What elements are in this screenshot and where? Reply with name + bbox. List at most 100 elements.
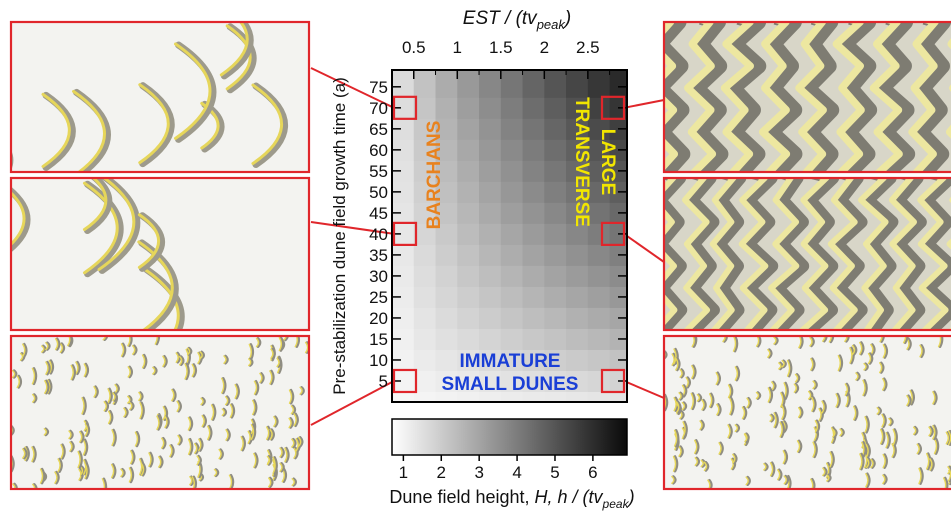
dune-crest <box>207 425 211 441</box>
heatmap-cell <box>544 223 567 245</box>
heatmap-cell <box>457 328 480 350</box>
dune-crest <box>72 89 106 172</box>
y-tick-label: 35 <box>369 246 388 265</box>
heatmap-cell <box>587 370 611 392</box>
dune-crest <box>250 423 255 440</box>
heatmap-cell <box>522 349 545 371</box>
heatmap-cell <box>392 202 415 224</box>
heatmap-cell <box>392 307 415 329</box>
heatmap-cell <box>457 97 480 119</box>
dune-crest <box>130 450 134 465</box>
heatmap-cell <box>522 118 545 140</box>
y-tick-label: 45 <box>369 204 388 223</box>
dune-shadow <box>856 371 861 382</box>
dune-shadow <box>664 178 688 330</box>
dune-crest <box>678 445 682 457</box>
dune-shadow <box>808 390 814 401</box>
dune-shadow <box>200 350 205 360</box>
dune-crest <box>164 415 168 429</box>
heatmap-cell <box>500 118 524 140</box>
dune-shadow <box>882 377 888 392</box>
dune-crest <box>879 428 884 445</box>
dune-shadow <box>280 446 285 459</box>
dune-crest <box>127 336 131 347</box>
dune-crest <box>685 376 689 388</box>
dune-shadow <box>782 404 787 421</box>
dune-shadow <box>892 178 927 330</box>
dune-shadow <box>274 415 279 428</box>
dune-crest <box>240 436 244 451</box>
dune-shadow <box>94 385 99 399</box>
x-axis-label: EST / (tvpeak) <box>463 8 571 32</box>
connector-line <box>623 380 665 399</box>
heatmap-cell <box>435 139 458 161</box>
heatmap-cell <box>457 118 480 140</box>
dune-shadow <box>866 472 871 489</box>
heatmap-cell <box>609 70 628 98</box>
dune-crest <box>865 457 870 469</box>
dune-shadow <box>188 416 194 432</box>
dune-crest <box>744 433 748 443</box>
dune-shadow <box>865 415 870 434</box>
dune-crest <box>48 359 53 375</box>
dune-shadow <box>142 353 148 370</box>
dune-shadow <box>256 337 262 348</box>
dune-shadow <box>104 400 110 413</box>
dune-shadow <box>871 343 876 356</box>
dune-crest <box>696 393 701 402</box>
dune-crest <box>225 429 229 441</box>
dune-crest <box>882 344 886 359</box>
dune-crest <box>745 476 749 486</box>
dune-crest <box>851 344 856 356</box>
dune-shadow <box>291 404 297 415</box>
dune-crest <box>882 474 886 485</box>
dune-shadow <box>270 369 275 386</box>
dune-crest <box>138 458 143 476</box>
dune-shadow <box>222 407 228 417</box>
dune-shadow <box>812 396 817 413</box>
dune-crest <box>11 191 26 247</box>
heatmap-cell <box>479 391 502 403</box>
heatmap-cell <box>479 160 502 182</box>
dune-shadow <box>733 336 739 353</box>
dune-shadow <box>777 468 783 481</box>
dune-crest <box>269 370 273 385</box>
dune-crest <box>189 476 193 486</box>
dune-shadow <box>868 352 874 365</box>
dune-crest <box>291 478 295 487</box>
dune-shadow <box>783 420 788 433</box>
heatmap-cell <box>457 223 480 245</box>
dune-crest <box>223 355 227 364</box>
dune-crest <box>110 463 115 479</box>
dune-crest <box>31 446 35 463</box>
dune-crest <box>859 453 863 470</box>
heatmap-cell <box>392 97 415 119</box>
marker-boxes <box>392 95 626 394</box>
dune-shadow <box>130 449 136 465</box>
dune-shadow <box>673 455 679 473</box>
dune-crest <box>175 352 179 363</box>
heatmap-cell <box>500 160 524 182</box>
dune-shadow <box>907 394 912 407</box>
heatmap-cell <box>500 202 524 224</box>
heatmap-cell <box>435 160 458 182</box>
heatmap-cell <box>413 202 437 224</box>
dune-crest <box>269 428 273 441</box>
dune-crest <box>946 196 951 330</box>
dune-shadow <box>172 388 177 402</box>
y-axis-label: Pre-stabilization dune field growth time… <box>330 77 349 394</box>
heatmap-cell <box>522 139 545 161</box>
dune-shadow <box>833 428 838 439</box>
x-tick-label: 2 <box>540 38 549 57</box>
dune-shadow <box>723 336 728 343</box>
dune-shadow <box>882 413 887 429</box>
inset-transverse-t40 <box>664 178 951 330</box>
dune-crest <box>779 421 783 438</box>
dune-shadow <box>111 463 117 479</box>
dune-shadow <box>76 360 81 376</box>
dune-crest <box>31 393 36 403</box>
dune-shadow <box>813 440 818 459</box>
dune-shadow <box>787 359 793 378</box>
dune-shadow <box>943 476 949 489</box>
dune-shadow <box>719 441 724 456</box>
